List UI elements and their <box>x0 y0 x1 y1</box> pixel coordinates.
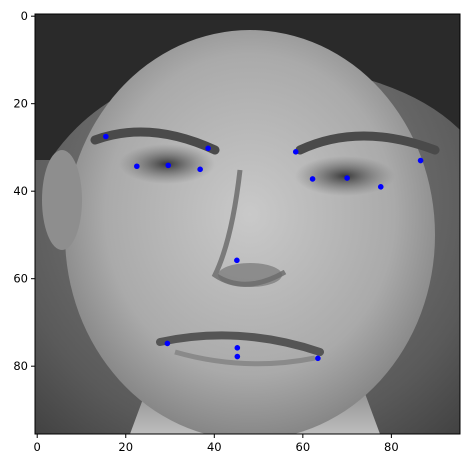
y-tick-label: 0 <box>21 9 28 23</box>
y-tick-label: 20 <box>13 97 28 111</box>
keypoint-markers <box>103 133 424 362</box>
keypoint-marker <box>205 145 211 152</box>
keypoint-marker <box>309 176 316 182</box>
y-tick-label: 80 <box>13 359 28 373</box>
keypoint-marker <box>344 175 350 181</box>
keypoint-marker <box>197 166 203 173</box>
keypoint-marker <box>292 149 299 155</box>
keypoint-marker <box>165 162 172 169</box>
keypoint-marker <box>377 184 384 190</box>
keypoint-marker <box>164 340 171 347</box>
x-tick-label: 20 <box>118 440 133 454</box>
keypoint-marker <box>103 133 109 140</box>
keypoint-marker <box>134 163 140 170</box>
keypoint-marker <box>234 345 241 351</box>
keypoint-marker <box>417 157 424 164</box>
keypoint-marker <box>234 257 240 264</box>
keypoint-marker <box>315 355 321 362</box>
x-tick-label: 60 <box>296 440 311 454</box>
y-axis-ticks: 0 20 40 60 80 <box>13 9 35 373</box>
keypoint-marker <box>234 353 241 360</box>
x-tick-label: 40 <box>207 440 222 454</box>
axes-frame <box>34 13 461 435</box>
x-tick-label: 0 <box>34 440 41 454</box>
y-tick-label: 40 <box>13 184 28 198</box>
x-axis-ticks: 0 20 40 60 80 <box>34 434 399 454</box>
x-tick-label: 80 <box>384 440 399 454</box>
face-image <box>35 14 460 434</box>
y-tick-label: 60 <box>13 272 28 286</box>
